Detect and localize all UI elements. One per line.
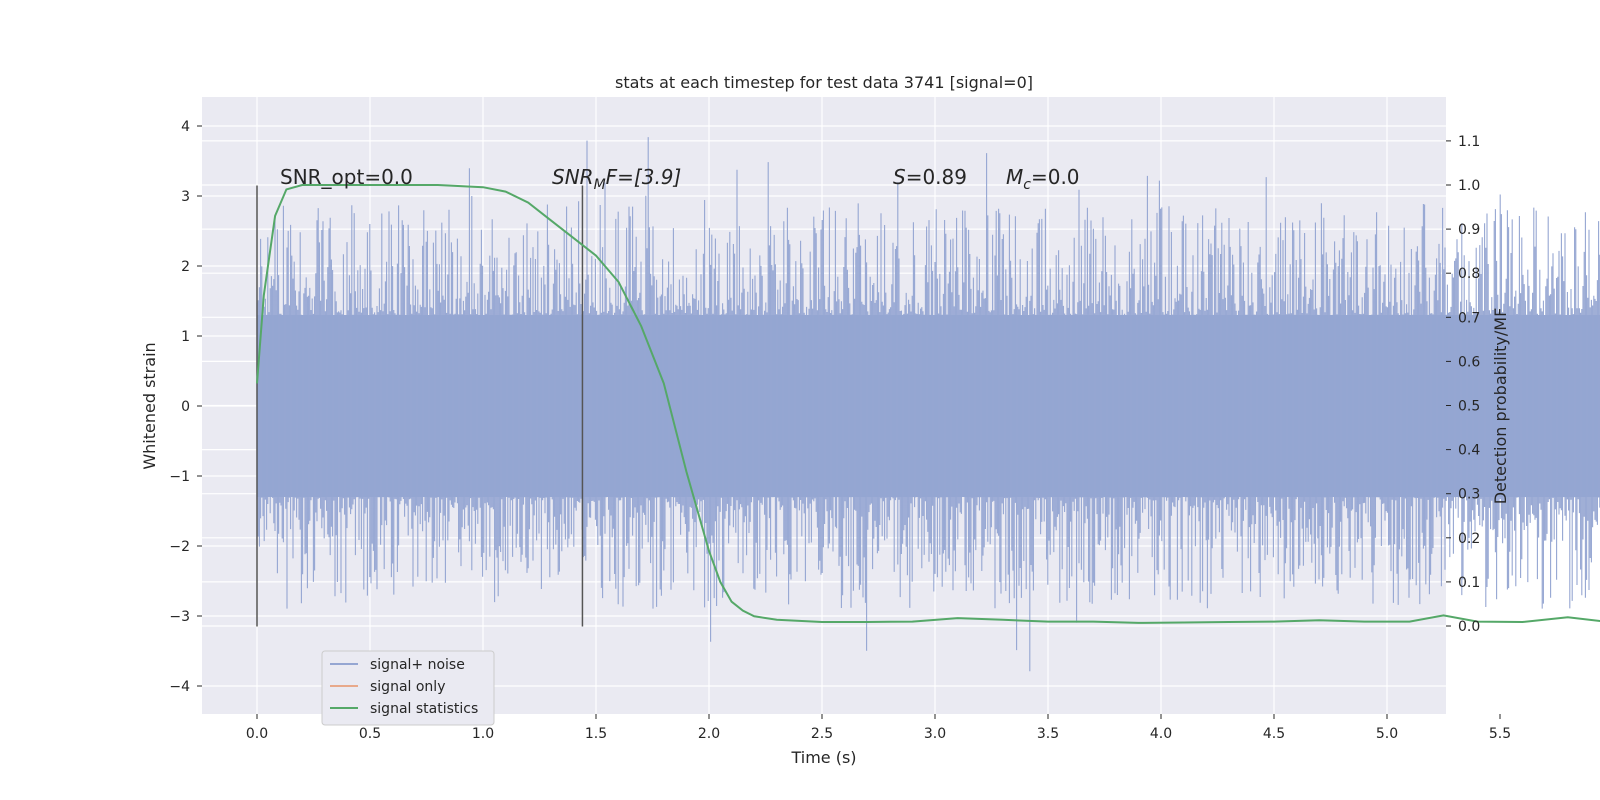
y-tick-label-right: 0.4 <box>1458 443 1480 459</box>
legend: signal+ noise signal only signal statist… <box>321 650 495 726</box>
y-tick-label-left: −1 <box>169 469 190 485</box>
y-tick-label-left: 4 <box>181 119 190 135</box>
y-tick-label-right: 0.2 <box>1458 531 1480 547</box>
y-tick-label-right: 0.8 <box>1458 266 1480 282</box>
y-tick-label-right: 1.1 <box>1458 134 1480 150</box>
y-axis-label-right: Detection probability/MF <box>1491 308 1510 505</box>
x-tick-label: 4.0 <box>1150 726 1172 742</box>
y-tick-label-left: 1 <box>181 329 190 345</box>
legend-label-signal-statistics: signal statistics <box>370 701 478 717</box>
y-axis-label-left: Whitened strain <box>140 342 159 469</box>
y-tick-label-left: −2 <box>169 539 190 555</box>
x-tick-label: 2.0 <box>698 726 720 742</box>
legend-label-signal-noise: signal+ noise <box>370 657 465 673</box>
legend-label-signal-only: signal only <box>370 679 445 695</box>
x-tick-label: 1.5 <box>585 726 607 742</box>
y-tick-label-left: −4 <box>169 679 190 695</box>
annotation-mc: Mc=0.0 <box>1006 165 1080 193</box>
y-tick-label-right: 0.7 <box>1458 310 1480 326</box>
x-axis-label: Time (s) <box>790 748 856 767</box>
series-signal-statistics <box>256 184 1600 624</box>
annotation-snr-opt: SNR_opt=0.0 <box>280 165 413 189</box>
y-tick-label-right: 1.0 <box>1458 178 1480 194</box>
series-signal-noise <box>256 137 1600 672</box>
y-tick-label-right: 0.6 <box>1458 354 1480 370</box>
annotation-s: S=0.89 <box>893 165 967 189</box>
y-tick-label-right: 0.3 <box>1458 487 1480 503</box>
x-tick-label: 0.0 <box>246 726 268 742</box>
legend-box <box>321 650 495 726</box>
x-tick-label: 2.5 <box>811 726 833 742</box>
chart-title: stats at each timestep for test data 374… <box>615 73 1033 92</box>
x-tick-label: 1.0 <box>472 726 494 742</box>
y-tick-label-right: 0.0 <box>1458 619 1480 635</box>
y-tick-label-left: 2 <box>181 259 190 275</box>
x-tick-label: 5.5 <box>1489 726 1511 742</box>
y-tick-label-right: 0.1 <box>1458 575 1480 591</box>
vertical-markers <box>256 185 584 627</box>
y-tick-label-left: 0 <box>181 399 190 415</box>
x-tick-label: 4.5 <box>1263 726 1285 742</box>
x-tick-label: 0.5 <box>359 726 381 742</box>
annotation-snr-mf: SNRMF=[3.9] <box>552 165 681 193</box>
axis-ticks: 0.00.51.01.52.02.53.03.54.04.55.05.56.06… <box>169 119 1511 742</box>
x-tick-label: 3.5 <box>1037 726 1059 742</box>
x-tick-label: 3.0 <box>924 726 946 742</box>
y-tick-label-right: 0.5 <box>1458 399 1480 415</box>
y-tick-label-left: −3 <box>169 609 190 625</box>
y-tick-label-left: 3 <box>181 189 190 205</box>
x-tick-label: 5.0 <box>1376 726 1398 742</box>
signal-statistics-line <box>256 184 1600 624</box>
y-tick-label-right: 0.9 <box>1458 222 1480 238</box>
